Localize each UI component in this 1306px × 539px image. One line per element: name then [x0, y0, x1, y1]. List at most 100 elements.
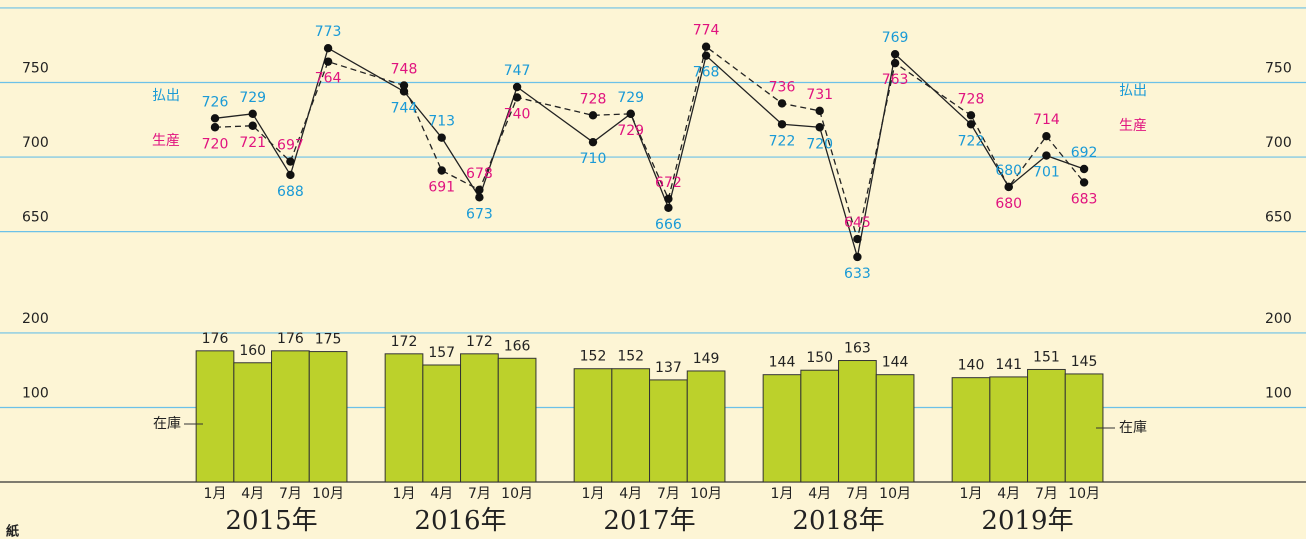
point: [853, 252, 862, 262]
value-label: 714: [1033, 112, 1060, 128]
value-label: 145: [1071, 354, 1098, 370]
value-label: 166: [504, 338, 531, 354]
value-label: 672: [655, 175, 682, 191]
bar: [875, 374, 915, 483]
value-label: 720: [806, 136, 833, 152]
x-tick-label: 4月: [808, 486, 831, 502]
point: [853, 234, 862, 244]
point: [1004, 182, 1013, 192]
value-label: 726: [202, 94, 229, 110]
x-tick-label: 1月: [960, 486, 983, 502]
x-tick-label: 7月: [657, 486, 680, 502]
y-tick-label: 800: [22, 0, 49, 2]
value-label: 729: [617, 123, 644, 139]
value-label: 151: [1033, 349, 1060, 365]
value-label: 680: [995, 163, 1022, 179]
value-label: 722: [769, 133, 796, 149]
bar: [308, 351, 348, 483]
point: [475, 185, 484, 195]
value-label: 728: [580, 91, 607, 107]
legend-label: 払出: [152, 88, 180, 104]
value-label: 172: [466, 334, 493, 350]
value-label: 160: [239, 343, 266, 359]
bar: [233, 362, 273, 483]
x-tick-label: 10月: [690, 486, 722, 502]
point: [1042, 151, 1051, 160]
value-label: 701: [1033, 165, 1060, 181]
value-label: 710: [580, 151, 607, 167]
legend-label: 生産: [152, 133, 180, 149]
value-label: 713: [428, 114, 455, 130]
value-label: 736: [769, 79, 796, 95]
point: [588, 137, 598, 147]
x-tick-label: 7月: [1035, 486, 1058, 502]
x-tick-label: 10月: [312, 486, 344, 502]
bar: [989, 376, 1029, 483]
point: [777, 99, 787, 108]
x-tick-label: 10月: [879, 486, 911, 502]
point: [248, 121, 257, 130]
value-label: 144: [769, 355, 796, 371]
point: [701, 42, 711, 51]
bar: [422, 364, 462, 483]
y-tick-label: 650: [22, 210, 49, 226]
legend-label: 生産: [1119, 118, 1147, 134]
point: [1042, 131, 1051, 141]
value-label: 731: [806, 87, 833, 103]
value-label: 744: [391, 100, 418, 116]
point: [664, 194, 673, 204]
point: [437, 166, 446, 175]
value-label: 673: [466, 206, 493, 222]
value-label: 137: [655, 360, 682, 376]
bar: [800, 369, 840, 483]
value-label: 720: [202, 136, 229, 152]
value-label: 152: [580, 349, 607, 365]
value-label: 721: [239, 135, 266, 151]
value-label: 729: [617, 90, 644, 106]
year-label: 2015年: [225, 506, 317, 536]
bar: [611, 368, 651, 483]
value-label: 769: [882, 30, 909, 46]
x-tick-label: 1月: [393, 486, 416, 502]
point: [323, 44, 333, 53]
y-tick-label: 750: [1265, 61, 1292, 77]
bar: [497, 357, 537, 483]
point: [437, 133, 446, 142]
value-label: 740: [504, 106, 531, 122]
value-label: 692: [1071, 145, 1098, 161]
value-label: 666: [655, 217, 682, 233]
x-tick-label: 7月: [846, 486, 869, 502]
bar: [762, 374, 802, 483]
x-tick-label: 4月: [997, 486, 1020, 502]
value-label: 722: [958, 133, 985, 149]
y-tick-label: 100: [22, 385, 49, 401]
bar: [838, 360, 877, 483]
y-tick-label: 700: [1265, 135, 1292, 151]
x-tick-label: 7月: [279, 486, 302, 502]
x-tick-label: 4月: [430, 486, 453, 502]
bar: [271, 350, 310, 483]
value-label: 768: [693, 65, 720, 81]
point: [248, 109, 257, 119]
point: [399, 81, 409, 90]
series-label: 在庫: [1119, 419, 1147, 436]
value-label: 683: [1071, 191, 1098, 207]
bar: [649, 379, 688, 483]
value-label: 747: [504, 63, 531, 79]
x-tick-label: 1月: [582, 486, 605, 502]
point: [399, 87, 409, 96]
value-label: 150: [806, 350, 833, 366]
value-label: 149: [693, 351, 720, 367]
line: [214, 47, 1085, 258]
y-tick-label: 800: [1265, 0, 1292, 2]
y-tick-label: 700: [22, 135, 49, 151]
y-tick-label: 650: [1265, 210, 1292, 226]
point: [588, 111, 598, 120]
x-tick-label: 10月: [501, 486, 533, 502]
year-label: 2019年: [981, 506, 1073, 536]
y-tick-label: 750: [22, 61, 49, 77]
year-label: 2017年: [603, 506, 695, 536]
bar: [1027, 368, 1066, 483]
point: [512, 82, 522, 92]
